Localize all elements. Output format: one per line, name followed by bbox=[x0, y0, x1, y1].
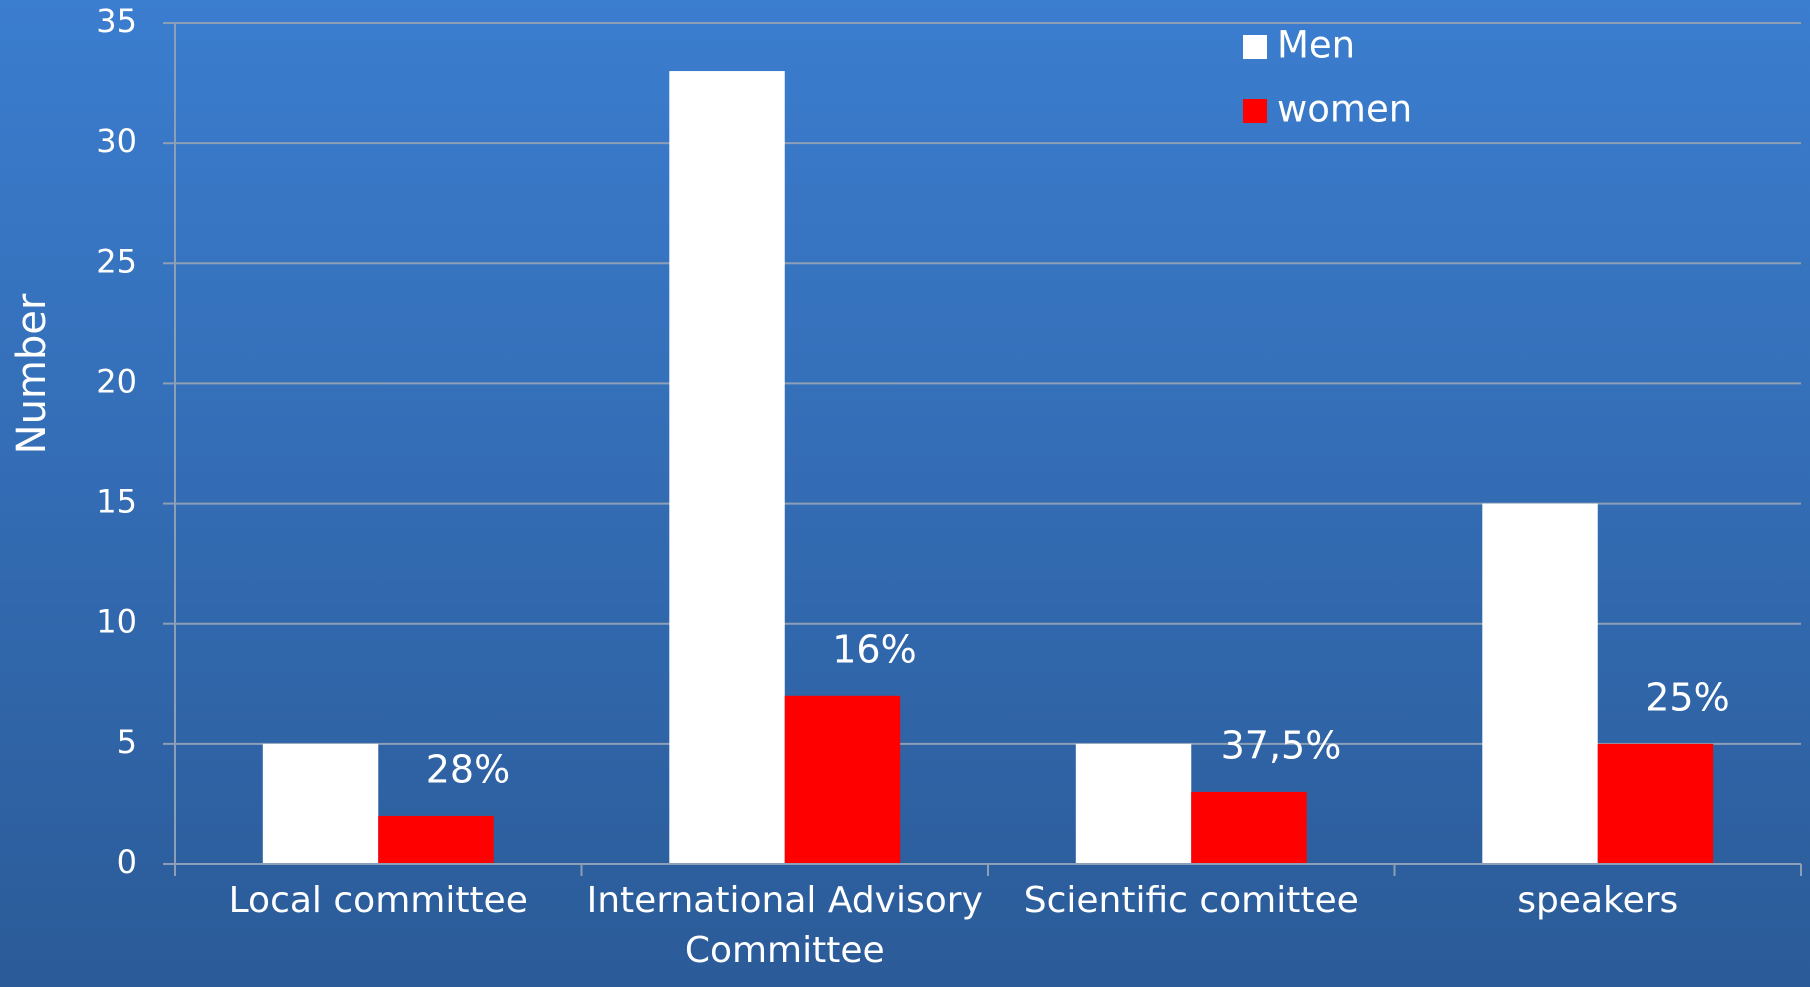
y-tick-label: 0 bbox=[117, 843, 137, 881]
bar bbox=[669, 71, 785, 865]
bar bbox=[1482, 503, 1598, 864]
y-tick-label: 5 bbox=[117, 723, 137, 761]
bar bbox=[378, 815, 494, 864]
y-tick-label: 30 bbox=[96, 122, 137, 160]
legend-label: Men bbox=[1277, 24, 1355, 67]
annotation: 25% bbox=[1645, 675, 1729, 719]
y-tick-label: 10 bbox=[96, 603, 137, 641]
legend: Men women bbox=[1243, 24, 1412, 131]
bar bbox=[1597, 743, 1714, 864]
y-tick-label: 15 bbox=[96, 483, 137, 521]
bar bbox=[1075, 743, 1192, 864]
legend-swatch bbox=[1243, 35, 1267, 59]
x-tick-label: Scientific comittee bbox=[1023, 880, 1359, 921]
annotation: 16% bbox=[832, 627, 916, 671]
annotation: 28% bbox=[426, 747, 510, 791]
x-tick-label: speakers bbox=[1517, 880, 1679, 921]
x-tick-label: Local committee bbox=[228, 880, 528, 921]
legend-swatch bbox=[1243, 99, 1267, 123]
x-tick-label-box: speakers bbox=[1517, 880, 1679, 921]
bar bbox=[784, 695, 901, 864]
bar bbox=[262, 743, 379, 864]
annotation: 37,5% bbox=[1221, 723, 1342, 767]
x-tick-label-box: International Advisory Committee bbox=[586, 880, 983, 971]
y-tick-label: 25 bbox=[96, 242, 137, 280]
y-axis-label: Number bbox=[9, 293, 55, 454]
y-tick-label: 35 bbox=[96, 2, 137, 40]
legend-label: women bbox=[1277, 88, 1412, 131]
x-tick-label-box: Scientific comittee bbox=[1023, 880, 1359, 921]
y-tick-label: 20 bbox=[96, 362, 137, 400]
bar bbox=[1191, 791, 1307, 864]
x-tick-label-box: Local committee bbox=[228, 880, 528, 921]
x-tick-label: International Advisory Committee bbox=[586, 880, 983, 971]
